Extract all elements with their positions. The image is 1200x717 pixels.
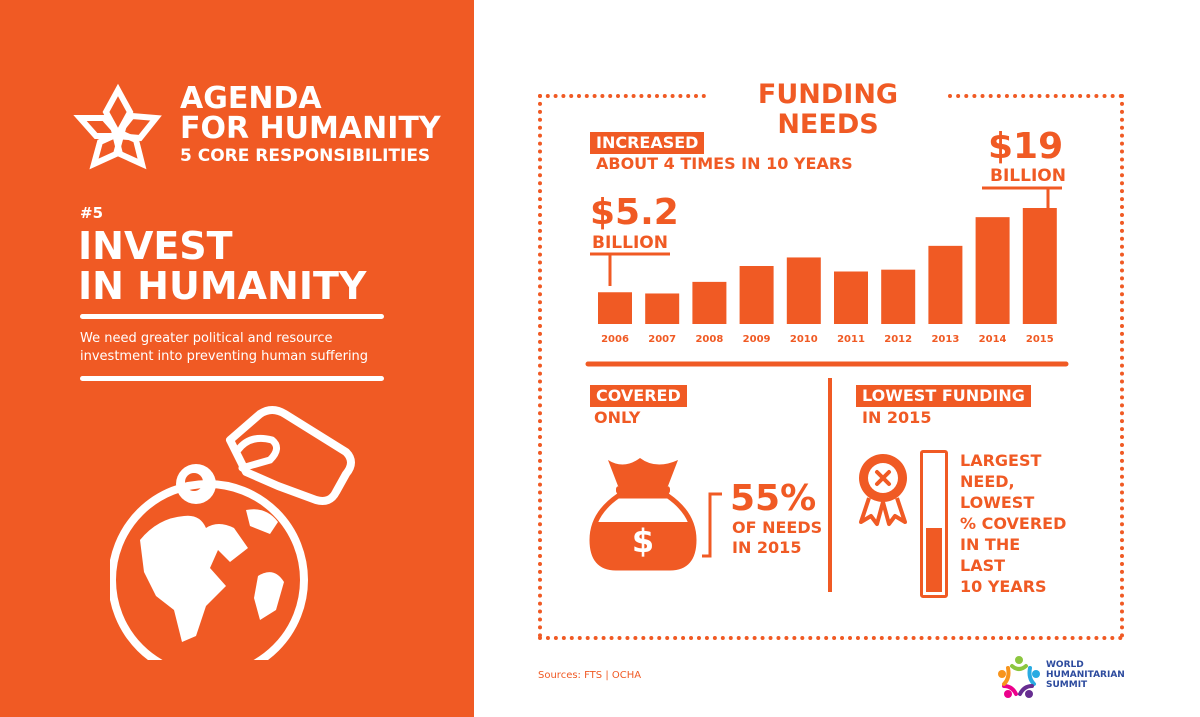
covered-bracket xyxy=(702,492,722,558)
bar-2007 xyxy=(645,293,680,324)
covered-percent: 55% xyxy=(730,478,817,519)
frame-right xyxy=(1120,94,1124,638)
section-description-line2: investment into preventing human sufferi… xyxy=(80,349,369,364)
covered-line2: IN 2015 xyxy=(732,538,802,557)
agenda-logo-icon xyxy=(73,83,162,170)
divider-bottom xyxy=(80,376,384,381)
frame-left xyxy=(538,94,542,638)
svg-text:$: $ xyxy=(632,522,654,560)
lowest-line: IN THE xyxy=(960,535,1021,554)
funding-gauge xyxy=(920,450,948,598)
bar-2006 xyxy=(598,292,632,324)
whs-logo-text: WORLD HUMANITARIAN SUMMIT xyxy=(1046,660,1125,690)
funding-bar-chart: 2006 2007 2008 2009 2010 2011 2012 2013 2014 2015 xyxy=(585,186,1069,367)
frame-top-right xyxy=(948,94,1123,98)
end-unit: BILLION xyxy=(990,166,1066,186)
covered-label: COVERED xyxy=(590,385,687,407)
money-bag-icon: $ xyxy=(589,458,697,571)
bar-2008 xyxy=(692,281,727,324)
bar-2014 xyxy=(975,217,1010,324)
lowest-sub: IN 2015 xyxy=(862,408,932,427)
section-heading-line2: IN HUMANITY xyxy=(78,264,367,308)
bar-2013 xyxy=(928,245,963,324)
covered-line1: OF NEEDS xyxy=(732,518,823,537)
section-description-line1: We need greater political and resource xyxy=(80,331,333,346)
whs-logo-line3: SUMMIT xyxy=(1046,680,1088,690)
lowest-line: 10 YEARS xyxy=(960,577,1047,596)
left-panel: AGENDA FOR HUMANITY 5 CORE RESPONSIBILIT… xyxy=(0,0,474,717)
tick-label-2012: 2012 xyxy=(884,334,912,345)
callout-2006 xyxy=(590,252,670,286)
lowest-label: LOWEST FUNDING xyxy=(856,385,1031,407)
tick-label-2008: 2008 xyxy=(695,334,723,345)
whs-logo-line2: HUMANITARIAN xyxy=(1046,670,1125,680)
brand-title-line2: FOR HUMANITY xyxy=(180,111,441,146)
tick-label-2011: 2011 xyxy=(837,334,865,345)
lowest-line: LAST xyxy=(960,556,1006,575)
start-unit: BILLION xyxy=(592,233,668,253)
start-value: $5.2 xyxy=(590,192,679,233)
increased-text: ABOUT 4 TIMES IN 10 YEARS xyxy=(596,154,853,173)
bar-2010 xyxy=(786,257,821,324)
callout-2015 xyxy=(982,186,1062,208)
brand-subtitle: 5 CORE RESPONSIBILITIES xyxy=(180,146,431,166)
increased-label: INCREASED xyxy=(590,132,705,154)
lowest-line: LARGEST xyxy=(960,451,1042,470)
hand-coin-globe-icon xyxy=(110,406,355,660)
lowest-line: % COVERED xyxy=(960,514,1067,533)
tick-label-2007: 2007 xyxy=(648,334,676,345)
brand-title-line1: AGENDA xyxy=(180,81,322,116)
lowest-line: NEED, xyxy=(960,472,1015,491)
section-divider xyxy=(828,378,832,592)
funding-title: FUNDING NEEDS xyxy=(757,79,899,140)
section-heading-line1: INVEST xyxy=(78,224,233,268)
tick-label-2006: 2006 xyxy=(601,334,629,345)
whs-logo-icon xyxy=(998,656,1040,698)
bar-2011 xyxy=(834,271,868,324)
tick-label-2010: 2010 xyxy=(790,334,818,345)
bar-2015 xyxy=(1022,208,1057,324)
rosette-x-icon xyxy=(859,454,907,526)
divider-top xyxy=(80,314,384,319)
covered-sub: ONLY xyxy=(594,408,641,427)
tick-label-2014: 2014 xyxy=(979,334,1007,345)
bar-2012 xyxy=(881,269,916,324)
end-value: $19 xyxy=(988,126,1064,167)
tick-label-2015: 2015 xyxy=(1026,334,1054,345)
lowest-line: LOWEST xyxy=(960,493,1035,512)
whs-logo-line1: WORLD xyxy=(1046,660,1084,670)
frame-bottom xyxy=(538,636,1123,640)
chart-callouts xyxy=(590,186,1062,286)
funding-gauge-fill xyxy=(926,528,942,592)
frame-top-left xyxy=(538,94,706,98)
sources-text: Sources: FTS | OCHA xyxy=(538,670,642,681)
tick-label-2013: 2013 xyxy=(931,334,959,345)
section-number: #5 xyxy=(80,204,104,222)
bar-2009 xyxy=(739,266,774,324)
tick-label-2009: 2009 xyxy=(743,334,771,345)
lowest-text: LARGEST NEED, LOWEST % COVERED IN THE LA… xyxy=(960,450,1066,597)
